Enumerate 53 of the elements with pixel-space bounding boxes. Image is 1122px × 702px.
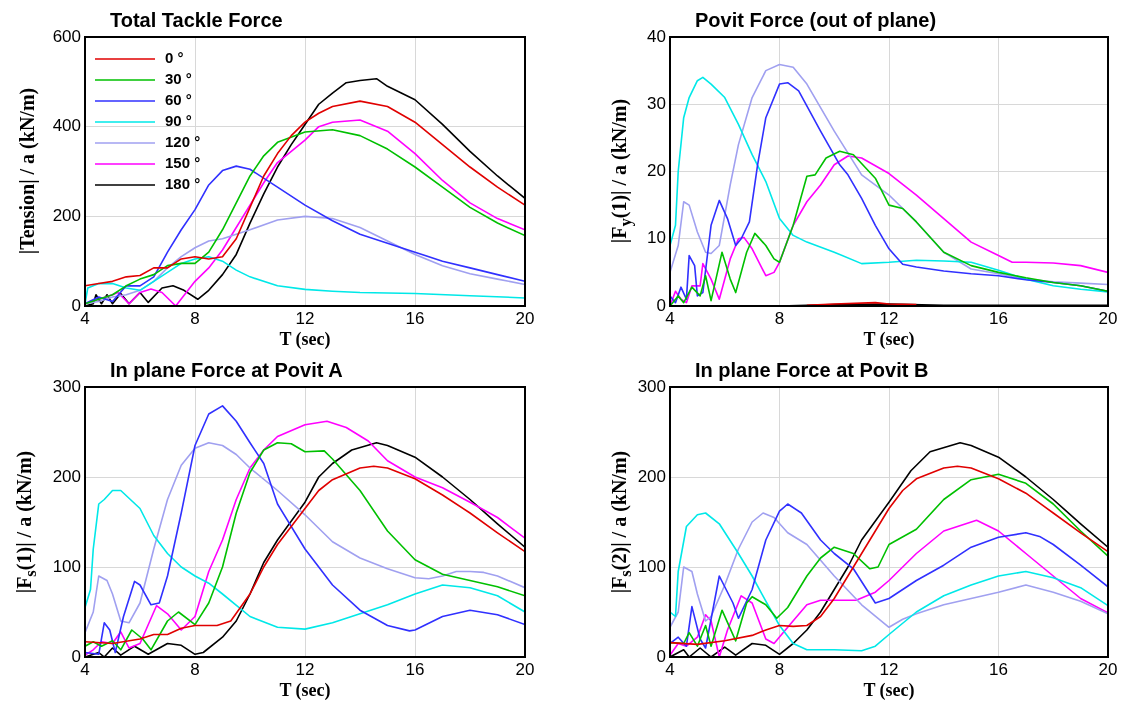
x-tick-label: 16 xyxy=(405,308,425,328)
legend-label: 90 ° xyxy=(165,112,192,130)
y-tick-label: 0 xyxy=(656,295,666,315)
x-tick-label: 12 xyxy=(879,659,899,679)
y-tick-label: 600 xyxy=(52,26,81,46)
x-tick-label: 8 xyxy=(774,659,785,679)
x-tick-label: 4 xyxy=(665,308,675,328)
y-tick-label: 0 xyxy=(656,646,666,666)
y-tick-label: 0 xyxy=(71,295,81,315)
legend-label: 30 ° xyxy=(165,70,192,88)
legend-label: 150 ° xyxy=(165,154,201,172)
x-tick-label: 20 xyxy=(515,659,535,679)
y-tick-label: 30 xyxy=(647,93,666,113)
x-tick-label: 8 xyxy=(190,308,200,328)
y-tick-label: 200 xyxy=(52,466,81,486)
y-tick-label: 100 xyxy=(637,556,666,576)
x-tick-label: 16 xyxy=(989,659,1008,679)
x-axis-title: T (sec) xyxy=(279,679,331,701)
x-axis-title: T (sec) xyxy=(863,328,915,350)
x-tick-label: 12 xyxy=(879,308,899,328)
y-tick-label: 200 xyxy=(52,206,81,226)
chart-title: Povit Force (out of plane) xyxy=(695,8,937,31)
y-tick-label: 300 xyxy=(637,376,666,396)
y-tick-label: 0 xyxy=(71,646,81,666)
y-tick-label: 40 xyxy=(647,26,666,46)
legend-label: 120 ° xyxy=(165,133,201,151)
y-tick-label: 10 xyxy=(647,228,666,248)
x-tick-label: 8 xyxy=(774,308,785,328)
x-tick-label: 16 xyxy=(405,659,425,679)
chart-title: Total Tackle Force xyxy=(110,8,283,31)
y-tick-label: 100 xyxy=(52,556,81,576)
y-axis-title: |Tension| / a (kN/m) xyxy=(15,87,39,255)
x-tick-label: 20 xyxy=(1098,308,1118,328)
y-tick-label: 200 xyxy=(637,466,666,486)
chart-title: In plane Force at Povit B xyxy=(695,358,929,381)
x-tick-label: 20 xyxy=(1098,659,1118,679)
x-tick-label: 20 xyxy=(515,308,535,328)
y-tick-label: 300 xyxy=(52,376,81,396)
legend-label: 180 ° xyxy=(165,175,201,193)
chart-title: In plane Force at Povit A xyxy=(110,358,343,381)
x-tick-label: 4 xyxy=(80,659,90,679)
legend-label: 60 ° xyxy=(165,91,192,109)
x-tick-label: 4 xyxy=(80,308,90,328)
legend-label: 0 ° xyxy=(165,49,184,67)
y-tick-label: 400 xyxy=(52,116,81,136)
x-axis-title: T (sec) xyxy=(863,679,915,701)
x-tick-label: 12 xyxy=(295,308,315,328)
x-tick-label: 4 xyxy=(665,659,675,679)
y-tick-label: 20 xyxy=(647,161,666,181)
x-tick-label: 12 xyxy=(295,659,315,679)
x-tick-label: 8 xyxy=(190,659,200,679)
x-tick-label: 16 xyxy=(989,308,1008,328)
x-axis-title: T (sec) xyxy=(279,328,331,350)
